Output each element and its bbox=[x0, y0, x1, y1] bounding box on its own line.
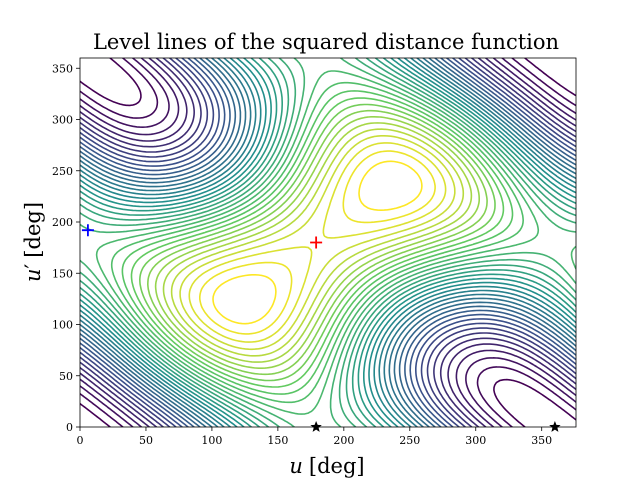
x-tick-label: 150 bbox=[267, 434, 288, 447]
plot-area-frame bbox=[79, 57, 577, 428]
contour-level-line bbox=[162, 122, 473, 363]
contour-level-line bbox=[179, 135, 456, 351]
y-tick-label: 350 bbox=[52, 62, 73, 75]
y-tick-label: 300 bbox=[52, 114, 73, 127]
star-marker bbox=[310, 421, 322, 432]
contour-level-line bbox=[154, 116, 480, 369]
contour-level-line bbox=[80, 58, 576, 427]
contour-level-line bbox=[95, 70, 576, 415]
contour-level-line bbox=[170, 128, 465, 357]
contour-level-line bbox=[80, 58, 576, 427]
y-tick-label: 150 bbox=[52, 267, 73, 280]
y-tick-label: 200 bbox=[52, 216, 73, 229]
contour-level-line bbox=[80, 58, 576, 427]
contour-level-line bbox=[80, 58, 576, 427]
contour-level-line bbox=[80, 58, 576, 427]
y-axis-label-symbol: u bbox=[21, 268, 45, 282]
plus-marker bbox=[310, 236, 323, 249]
contour-level-line bbox=[80, 58, 576, 427]
y-tick-label: 250 bbox=[52, 165, 73, 178]
contour-level-line bbox=[110, 81, 524, 404]
contour-level-line bbox=[80, 58, 576, 427]
y-tick-label: 0 bbox=[66, 421, 73, 434]
marker-layer bbox=[81, 224, 561, 432]
contour-level-line bbox=[80, 58, 576, 427]
x-axis-ticks: 0 50 100 150 200 250 300 350 bbox=[77, 427, 552, 447]
contour-lines bbox=[80, 58, 576, 427]
contour-level-line bbox=[80, 58, 576, 427]
x-tick-label: 200 bbox=[333, 434, 354, 447]
plus-marker bbox=[81, 224, 94, 237]
y-axis-ticks: 0 50 100 150 200 250 300 350 bbox=[52, 62, 80, 434]
contour-level-line bbox=[80, 58, 576, 427]
contour-level-line bbox=[139, 103, 496, 382]
x-axis-label-unit: [deg] bbox=[309, 454, 365, 478]
x-tick-label: 100 bbox=[201, 434, 222, 447]
contour-level-line bbox=[130, 97, 505, 388]
contour-level-line bbox=[80, 58, 576, 427]
contour-level-line bbox=[80, 58, 576, 427]
contour-level-line bbox=[80, 58, 576, 427]
contour-level-line bbox=[80, 58, 576, 427]
x-axis-label: u [deg] bbox=[289, 454, 364, 478]
contour-level-line bbox=[80, 58, 576, 427]
x-tick-label: 300 bbox=[465, 434, 486, 447]
y-axis-label-unit: [deg] bbox=[21, 202, 45, 258]
x-tick-label: 0 bbox=[77, 434, 84, 447]
contour-level-line bbox=[80, 58, 576, 427]
y-tick-label: 100 bbox=[52, 319, 73, 332]
contour-level-line bbox=[188, 142, 447, 343]
contour-level-line bbox=[212, 160, 423, 325]
contour-level-line bbox=[80, 58, 576, 427]
contour-level-line bbox=[80, 58, 576, 427]
contour-level-line bbox=[80, 58, 576, 427]
contour-level-line bbox=[80, 58, 576, 427]
contour-level-line bbox=[80, 58, 576, 427]
x-axis-label-symbol: u bbox=[289, 454, 303, 478]
contour-level-line bbox=[80, 58, 576, 427]
contour-level-line bbox=[199, 150, 436, 335]
star-marker bbox=[549, 421, 561, 432]
contour-level-line bbox=[80, 58, 576, 427]
y-axis-label-prime: ′ bbox=[21, 263, 45, 268]
chart-title: Level lines of the squared distance func… bbox=[93, 30, 559, 54]
y-axis-label: u′ [deg] bbox=[21, 202, 45, 282]
x-tick-label: 50 bbox=[139, 434, 153, 447]
x-tick-label: 350 bbox=[531, 434, 552, 447]
contour-level-line bbox=[147, 109, 488, 376]
y-tick-label: 50 bbox=[59, 370, 73, 383]
x-tick-label: 250 bbox=[399, 434, 420, 447]
contour-level-line bbox=[80, 58, 576, 427]
contour-level-line bbox=[121, 90, 514, 395]
